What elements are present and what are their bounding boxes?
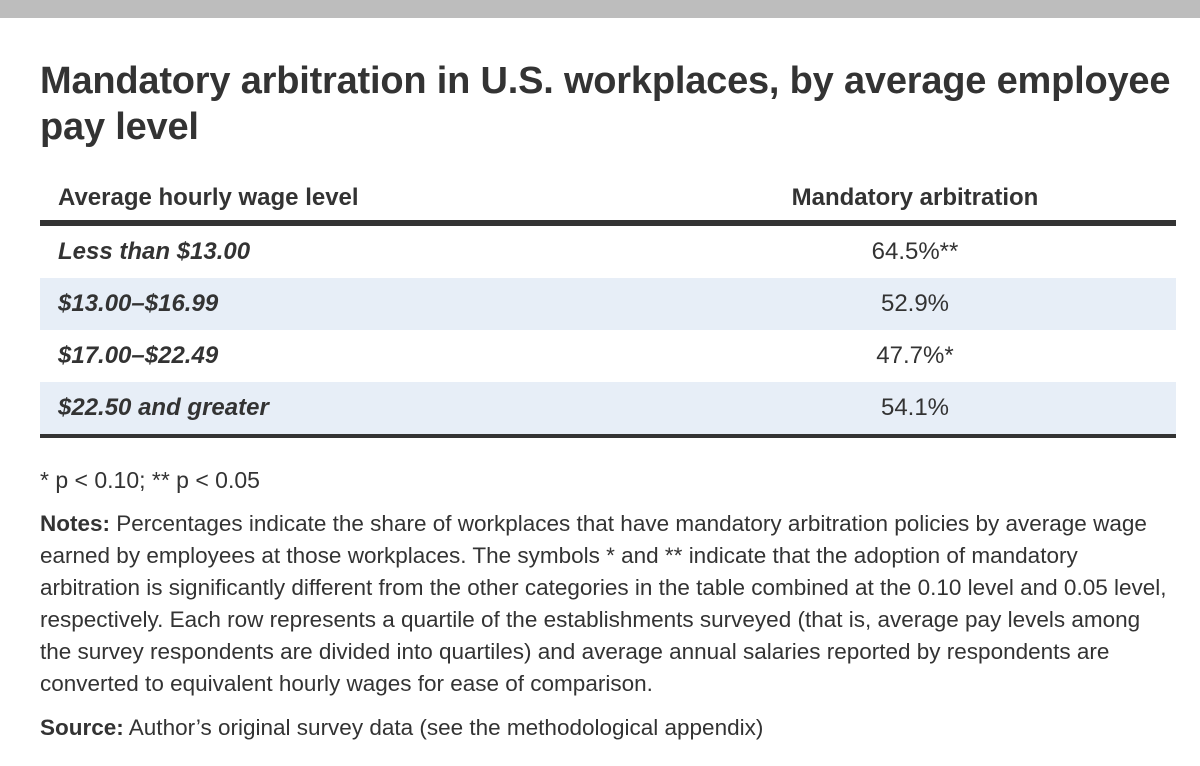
wage-level-cell: $22.50 and greater [40,382,654,438]
table-row: $22.50 and greater 54.1% [40,382,1176,438]
column-header-wage: Average hourly wage level [40,176,654,226]
column-header-arbitration: Mandatory arbitration [654,176,1176,226]
significance-legend: * p < 0.10; ** p < 0.05 [40,467,260,493]
arbitration-value-cell: 54.1% [654,382,1176,438]
top-bar [0,0,1200,18]
table-body: Less than $13.00 64.5%** $13.00–$16.99 5… [40,223,1176,438]
table-row: $17.00–$22.49 47.7%* [40,330,1176,382]
wage-level-cell: $17.00–$22.49 [58,342,219,369]
source-label: Source: [40,715,124,740]
source-text: Author’s original survey data (see the m… [123,715,764,740]
table-header: Average hourly wage level Mandatory arbi… [40,176,1176,226]
wage-level-cell: Less than $13.00 [58,238,251,265]
arbitration-value-cell: 64.5%** [871,238,959,265]
notes-paragraph: Notes: Percentages indicate the share of… [40,508,1176,700]
source-line: Source: Author’s original survey data (s… [40,712,1176,744]
notes-text: Percentages indicate the share of workpl… [40,511,1167,696]
arbitration-table: Average hourly wage level Mandatory arbi… [40,176,1176,438]
table-row: $13.00–$16.99 52.9% [40,278,1176,330]
figure-container: Mandatory arbitration in U.S. workplaces… [40,58,1176,744]
table-row: Less than $13.00 64.5%** [40,223,1176,278]
notes-label: Notes: [40,511,111,536]
arbitration-value-cell: 47.7%* [876,342,954,369]
figure-title: Mandatory arbitration in U.S. workplaces… [40,60,1171,148]
wage-level-cell: $13.00–$16.99 [40,278,654,330]
table-header-row: Average hourly wage level Mandatory arbi… [40,176,1176,226]
arbitration-value-cell: 52.9% [654,278,1176,330]
